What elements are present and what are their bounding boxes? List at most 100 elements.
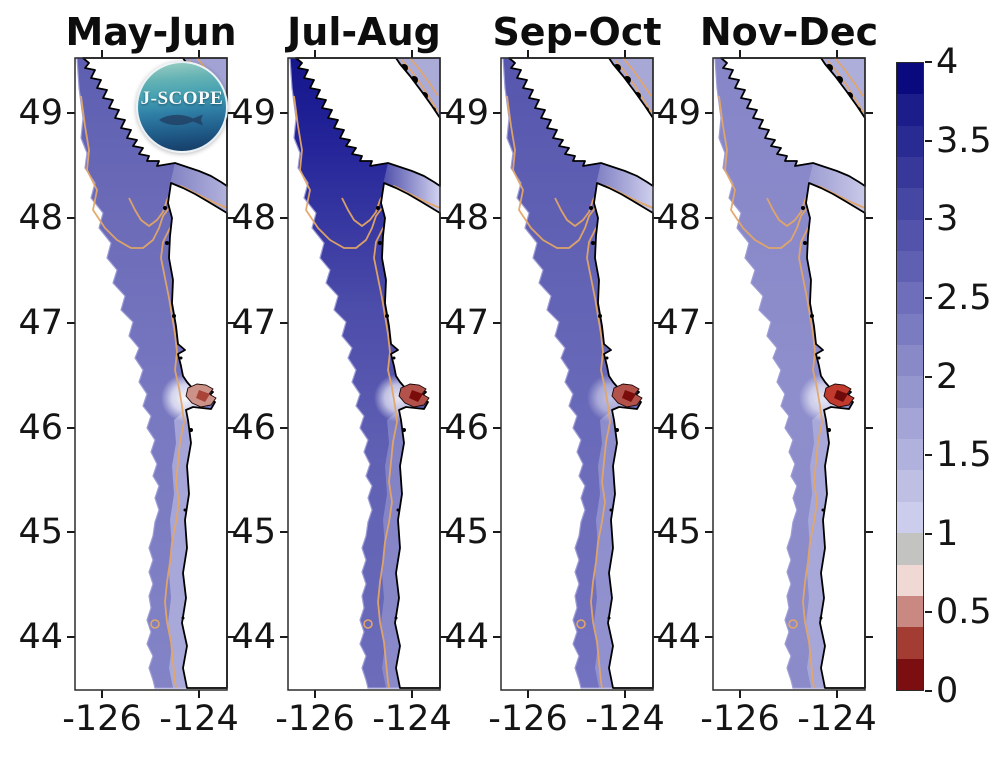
colorbar-segment — [897, 595, 923, 628]
islet — [821, 508, 825, 512]
orange-contour-loop — [576, 619, 586, 629]
colorbar-segment — [897, 627, 923, 659]
islet — [615, 428, 619, 432]
mainland-land — [380, 182, 441, 689]
orange-contour — [554, 185, 654, 227]
islet — [819, 616, 823, 620]
colorbar-segment — [897, 439, 923, 471]
colorbar-tick-label: 3.5 — [936, 120, 992, 161]
colorbar-tick — [925, 611, 932, 614]
islet — [165, 241, 169, 245]
colorbar-segment — [897, 376, 923, 408]
inshore-light-band — [168, 410, 191, 688]
inshore-light-band — [806, 410, 829, 688]
colorbar-segment — [897, 533, 923, 565]
colorbar-segment — [897, 407, 923, 440]
colorbar-tick-label: 3 — [936, 199, 959, 240]
lat-tick-label: 48 — [444, 198, 489, 238]
lat-tick-label: 48 — [656, 198, 701, 238]
panel-frame — [74, 57, 228, 691]
estuary-low-patch-core — [622, 390, 636, 402]
estuary-low-patch-core — [409, 390, 423, 402]
strait-juan-de-fuca — [594, 163, 653, 213]
islet — [598, 314, 602, 318]
islet — [801, 206, 805, 210]
colorbar-tick — [925, 296, 932, 299]
lat-tick-label: 44 — [231, 617, 276, 657]
colorbar-tick-label: 1.5 — [936, 435, 992, 476]
inshore-light-band — [381, 410, 404, 688]
orange-contour-georgia — [614, 59, 652, 113]
estuary-low-patch-core — [834, 390, 848, 402]
colorbar-tick-label: 0 — [936, 671, 959, 711]
colorbar-tick-label: 0.5 — [936, 592, 992, 633]
islet — [605, 356, 609, 360]
colorbar-segment — [897, 345, 923, 377]
orange-contour-georgia — [834, 57, 864, 97]
lat-tick-label: 45 — [18, 512, 63, 552]
coastal-map-svg — [705, 50, 873, 698]
coastal-map-svg — [493, 50, 661, 698]
islet — [589, 206, 593, 210]
colorbar-tick-label: 1 — [936, 513, 959, 554]
lat-tick-label: 45 — [444, 512, 489, 552]
strait-juan-de-fuca — [806, 163, 865, 213]
islet — [172, 314, 176, 318]
lat-tick-label: 46 — [231, 408, 276, 448]
colorbar-segment — [897, 63, 923, 95]
islet — [396, 508, 400, 512]
lat-tick-label: 45 — [231, 512, 276, 552]
islet — [609, 508, 613, 512]
lon-tick-label: -124 — [797, 699, 877, 739]
coastal-map-svg — [280, 50, 448, 698]
lat-tick-label: 49 — [656, 93, 701, 133]
lat-tick-label: 45 — [656, 512, 701, 552]
panel-frame — [712, 57, 866, 691]
inshore-light-band — [594, 410, 617, 688]
colorbar — [896, 62, 924, 691]
islet — [189, 428, 193, 432]
strait-juan-de-fuca — [168, 163, 227, 213]
orange-contour-georgia — [409, 57, 439, 97]
colorbar-segment — [897, 470, 923, 502]
orange-contour — [293, 95, 398, 689]
colorbar-segment — [897, 188, 923, 220]
orange-contour-loop — [150, 619, 160, 629]
colorbar-segment — [897, 313, 923, 346]
colorbar-segment — [897, 251, 923, 283]
mainland-land — [593, 182, 654, 689]
islet — [591, 241, 595, 245]
islet — [402, 428, 406, 432]
orange-contour-georgia — [826, 59, 864, 113]
panel-title-jul-aug: Jul-Aug — [287, 10, 441, 54]
colorbar-segment — [897, 501, 923, 534]
islet — [378, 241, 382, 245]
orange-contour-georgia — [622, 57, 652, 97]
islet — [181, 616, 185, 620]
orange-contour — [128, 185, 228, 227]
colorbar-segment — [897, 282, 923, 314]
strait-juan-de-fuca — [381, 163, 440, 213]
colorbar-tick — [925, 690, 932, 692]
orange-contour — [341, 185, 441, 227]
islet — [385, 314, 389, 318]
coastal-map-svg — [67, 50, 235, 698]
islet — [827, 428, 831, 432]
lat-tick-label: 49 — [444, 93, 489, 133]
map-panel-may-jun — [67, 50, 235, 698]
panel-frame — [500, 57, 654, 691]
islet — [803, 241, 807, 245]
colorbar-tick — [925, 454, 932, 457]
lat-tick-label: 48 — [18, 198, 63, 238]
mainland-land — [167, 182, 228, 689]
colorbar-tick — [925, 532, 932, 535]
islet — [810, 314, 814, 318]
colorbar-segment — [897, 219, 923, 252]
lat-tick-label: 47 — [444, 303, 489, 343]
lat-tick-label: 47 — [18, 303, 63, 343]
colorbar-tick — [925, 139, 932, 142]
lat-tick-label: 49 — [231, 93, 276, 133]
islet — [392, 356, 396, 360]
colorbar-tick — [925, 218, 932, 221]
lon-tick-label: -126 — [700, 699, 780, 739]
